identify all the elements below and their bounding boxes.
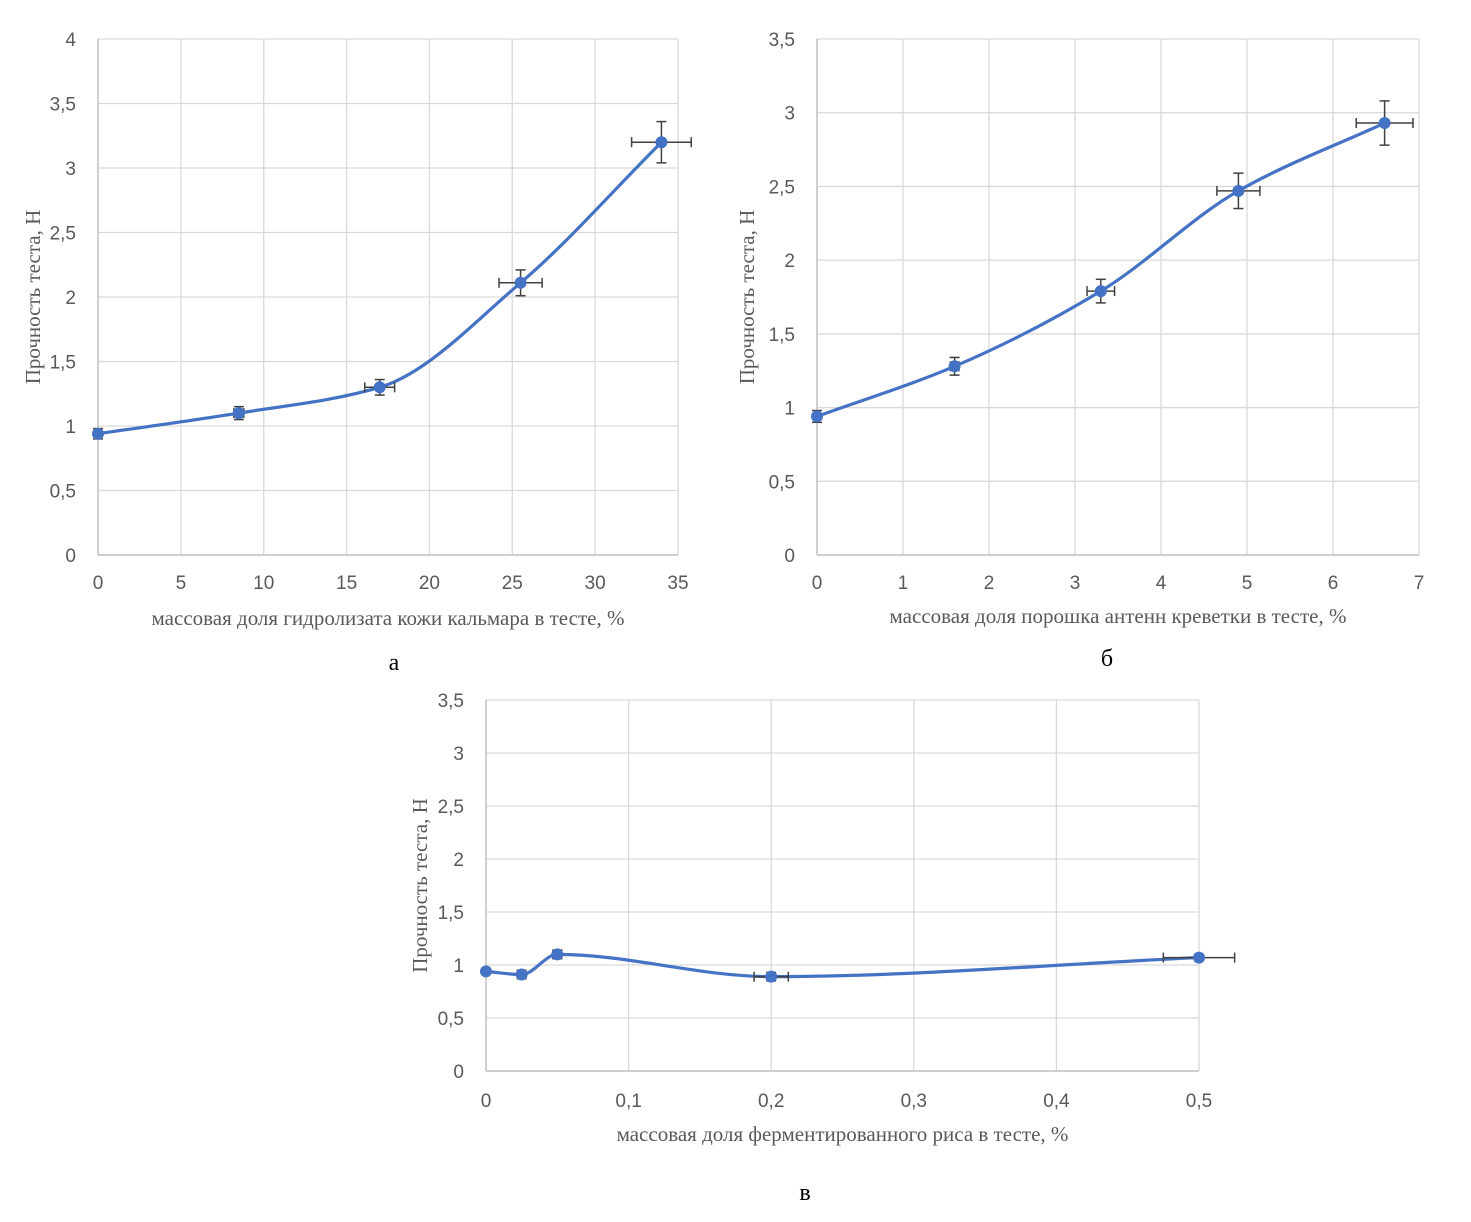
x-tick-label: 0	[93, 573, 104, 594]
data-point	[655, 136, 668, 149]
y-tick-label: 3,5	[769, 30, 795, 51]
data-point	[948, 360, 961, 373]
y-tick-label: 1,5	[438, 903, 464, 924]
series-line	[815, 121, 1387, 419]
x-tick-label: 5	[176, 573, 187, 594]
data-point	[373, 381, 386, 394]
chart-v: 0 0,1 0,2 0,3 0,4 0,5 0 0,5 1 1,5 2 2,5 3 3,5 массовая…	[408, 691, 1236, 1206]
x-tick-label: 7	[1414, 573, 1425, 594]
y-tick-label: 2	[784, 251, 795, 272]
data-point	[480, 965, 492, 978]
y-axis-title: Прочность теста, Н	[408, 798, 432, 973]
y-tick-label: 2	[65, 288, 76, 309]
x-tick-label: 1	[898, 573, 909, 594]
x-tick-label: 6	[1328, 573, 1339, 594]
data-point	[1193, 951, 1205, 964]
x-axis-title: массовая доля ферментированного риса в т…	[617, 1122, 1069, 1146]
chart-b: 0 1 2 3 4 5 6 7 0 0,5 1 1,5 2 2,5 3 3,5 массовая доля по…	[735, 30, 1424, 672]
y-tick-label: 3	[784, 104, 795, 125]
y-tick-label: 2	[453, 850, 464, 871]
chart-caption: в	[799, 1180, 810, 1206]
x-tick-label: 15	[336, 573, 357, 594]
y-tick-label: 0,5	[438, 1009, 464, 1030]
y-tick-label: 3,5	[438, 691, 464, 712]
x-tick-label: 0,4	[1043, 1091, 1070, 1112]
data-point	[92, 427, 104, 440]
data-point	[551, 948, 564, 961]
y-tick-label: 0	[65, 546, 76, 567]
y-tick-label: 0,5	[50, 482, 76, 503]
data-point	[515, 968, 528, 981]
x-tick-label: 0,2	[758, 1091, 784, 1112]
y-tick-label: 4	[65, 30, 76, 51]
chart-a: 0 5 10 15 20 25 30 35 0 0,5 1 1,5 2 2,5 3 3,5 4 массовая …	[21, 30, 693, 676]
x-tick-label: 25	[502, 573, 523, 594]
x-tick-label: 2	[984, 573, 995, 594]
y-tick-label: 1	[784, 399, 795, 420]
x-tick-label: 3	[1070, 573, 1081, 594]
data-point	[514, 276, 527, 289]
y-tick-label: 3,5	[50, 95, 76, 116]
x-tick-label: 0,3	[901, 1091, 927, 1112]
data-point	[232, 407, 245, 420]
x-tick-label: 35	[667, 573, 688, 594]
data-point	[765, 970, 778, 983]
data-point	[1378, 117, 1391, 130]
data-point	[1232, 184, 1245, 197]
chart-caption: а	[389, 650, 400, 676]
chart-caption: б	[1101, 646, 1113, 672]
y-axis-title: Прочность теста, Н	[735, 210, 759, 385]
x-tick-label: 10	[253, 573, 274, 594]
y-tick-label: 1,5	[50, 353, 76, 374]
y-tick-label: 0	[453, 1062, 464, 1083]
series-line	[96, 140, 664, 436]
x-tick-label: 30	[585, 573, 606, 594]
y-axis-title: Прочность теста, Н	[21, 210, 45, 385]
y-tick-label: 3	[453, 744, 464, 765]
x-tick-label: 0	[481, 1091, 492, 1112]
y-tick-label: 1	[453, 956, 464, 977]
y-tick-label: 2,5	[50, 224, 76, 245]
y-tick-label: 2,5	[769, 177, 795, 198]
x-axis-title: массовая доля гидролизата кожи кальмара …	[152, 606, 625, 630]
y-tick-label: 0,5	[769, 472, 795, 493]
data-point	[811, 410, 823, 423]
y-tick-label: 1	[65, 417, 76, 438]
y-tick-label: 2,5	[438, 797, 464, 818]
x-tick-label: 5	[1242, 573, 1253, 594]
y-tick-label: 0	[784, 546, 795, 567]
x-tick-label: 0	[812, 573, 823, 594]
x-axis-title: массовая доля порошка антенн креветки в …	[890, 604, 1347, 628]
y-tick-label: 1,5	[769, 325, 795, 346]
x-tick-label: 4	[1156, 573, 1167, 594]
data-point	[1094, 285, 1107, 298]
x-tick-label: 0,1	[615, 1091, 641, 1112]
y-tick-label: 3	[65, 159, 76, 180]
x-tick-label: 0,5	[1186, 1091, 1212, 1112]
x-tick-label: 20	[419, 573, 440, 594]
